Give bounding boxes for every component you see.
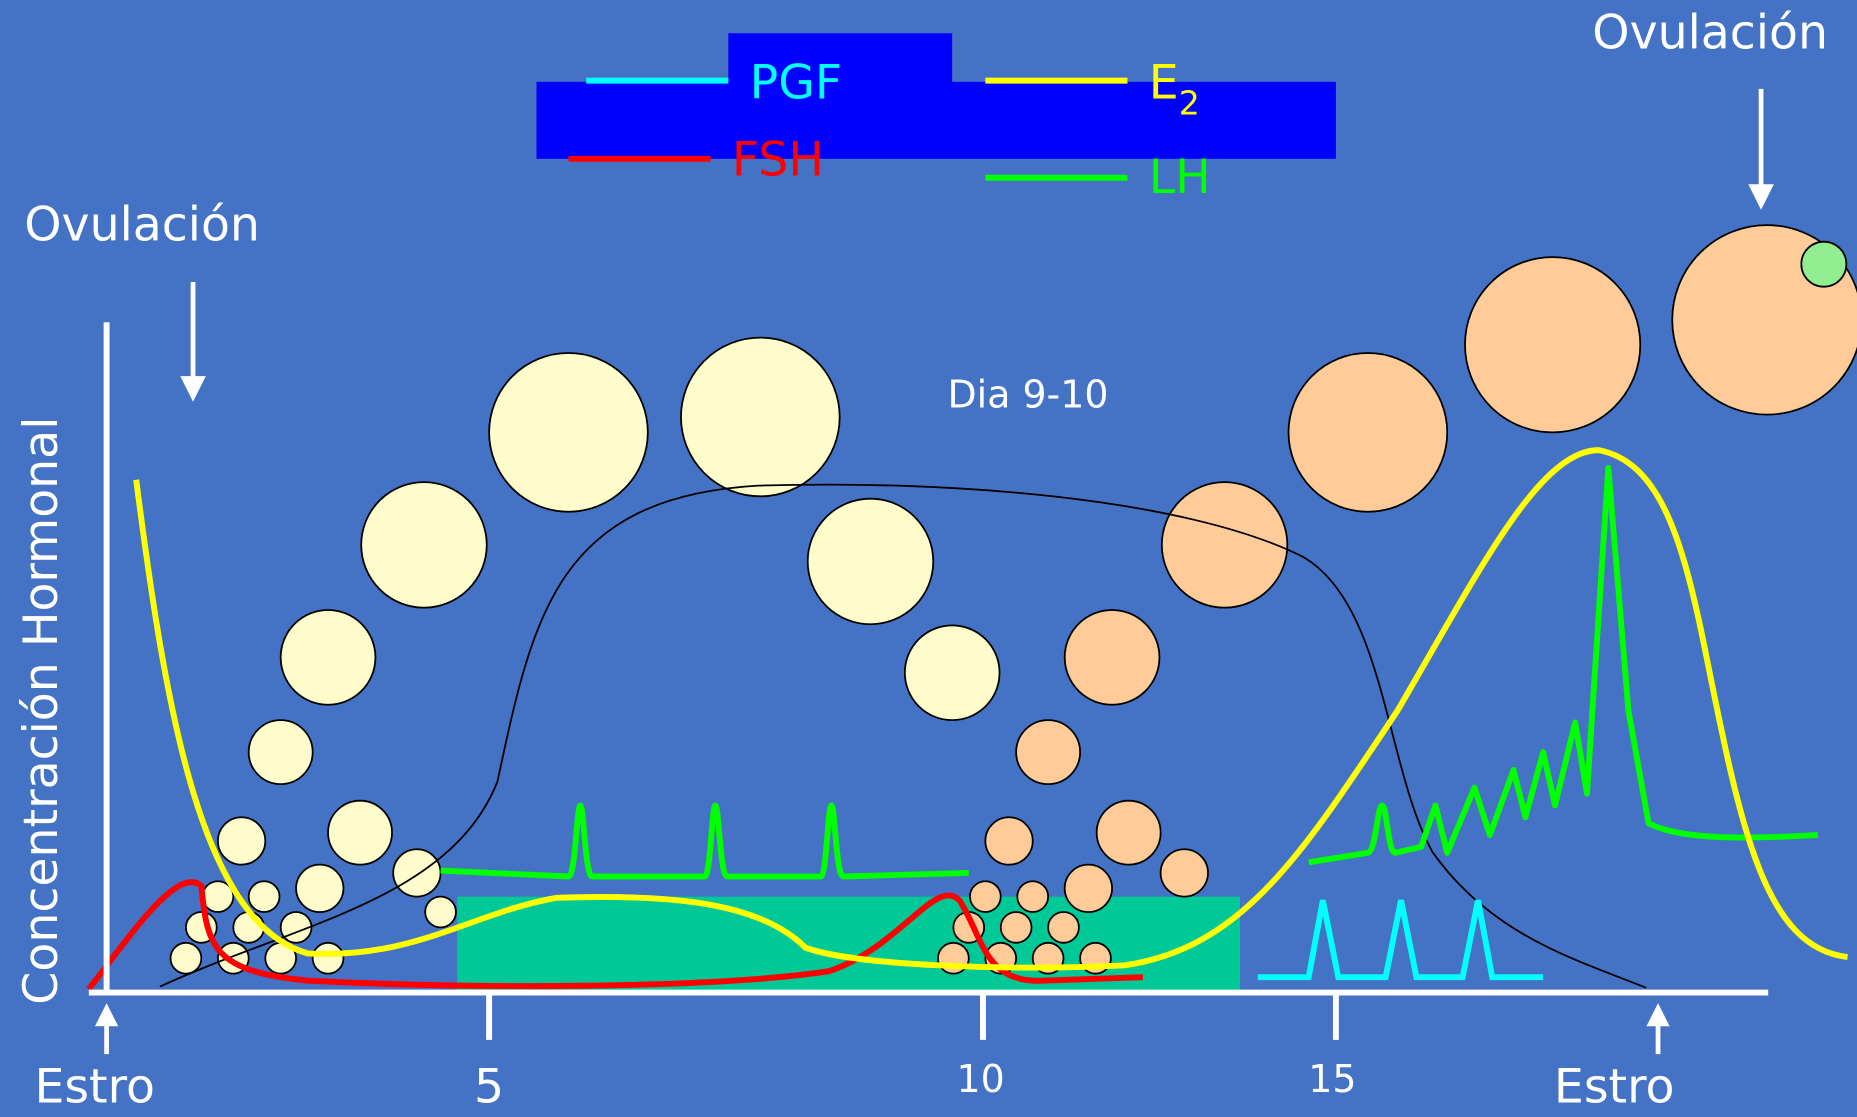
follicle: [1162, 482, 1288, 608]
follicle: [1465, 257, 1640, 432]
follicle: [425, 897, 456, 928]
x-tick-label: 10: [957, 1057, 1005, 1101]
follicle: [1048, 912, 1079, 943]
follicle: [905, 625, 1000, 720]
follicle: [681, 338, 840, 497]
follicle: [296, 865, 343, 912]
page: {"legend": {"pgf": "PGF", "fsh": "FSH", …: [0, 0, 1857, 1117]
day-label: Dia 9-10: [948, 372, 1109, 416]
follicle: [1161, 849, 1208, 896]
follicle: [313, 943, 344, 974]
follicle: [489, 353, 648, 512]
y-axis-label: Concentración Hormonal: [14, 417, 69, 1005]
legend-fsh: FSH: [732, 132, 824, 187]
legend-pgf: PGF: [750, 55, 843, 110]
follicle: [1065, 865, 1112, 912]
follicle: [970, 881, 1001, 912]
follicle: [281, 610, 376, 705]
ovulation-label: Ovulación: [1592, 6, 1828, 61]
legend-lh: LH: [1149, 150, 1211, 205]
follicle: [1016, 720, 1080, 784]
follicle: [328, 801, 392, 865]
estrus-label: Estro: [1554, 1060, 1675, 1115]
follicle: [985, 817, 1032, 864]
follicle: [1017, 881, 1048, 912]
estrus-label: Estro: [34, 1060, 155, 1115]
follicle: [808, 499, 934, 625]
x-tick-label: 15: [1308, 1057, 1356, 1101]
ovulation-label: Ovulación: [24, 197, 260, 252]
follicle: [218, 817, 265, 864]
follicle: [1001, 912, 1032, 943]
follicle: [249, 720, 313, 784]
diagram: PGF FSH E2 LH: [0, 0, 1857, 1117]
follicle: [171, 943, 202, 974]
follicle: [249, 881, 280, 912]
legend-e2-subscript: 2: [1179, 83, 1200, 122]
follicle: [1097, 801, 1161, 865]
follicle: [1065, 610, 1160, 705]
follicle: [361, 482, 487, 608]
follicle: [393, 849, 440, 896]
oocyte: [1801, 242, 1846, 287]
legend-box: [536, 82, 1335, 159]
x-tick-label: 5: [474, 1060, 504, 1115]
follicle: [1289, 353, 1448, 512]
legend-e2-text: E: [1149, 55, 1179, 110]
